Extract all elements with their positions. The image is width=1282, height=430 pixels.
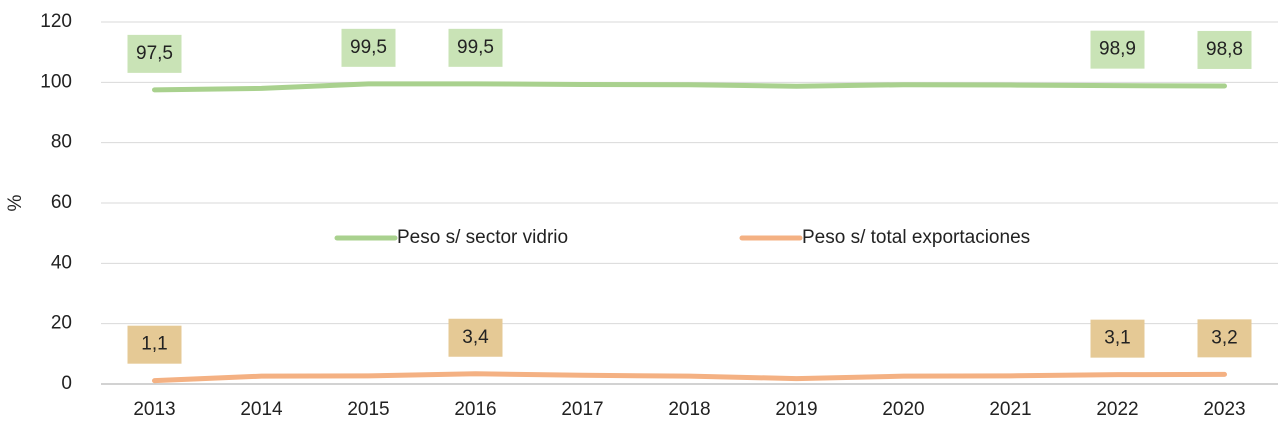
y-tick-label: 0 [61, 373, 72, 394]
y-tick-label: 100 [40, 71, 72, 92]
data-label: 99,5 [457, 37, 494, 58]
data-label-box [1090, 319, 1145, 358]
x-tick-label: 2022 [1096, 399, 1138, 420]
data-label: 3,2 [1211, 327, 1237, 348]
data-label-box [1197, 30, 1252, 69]
data-label-box [1090, 30, 1145, 69]
data-label-box [341, 28, 396, 67]
y-tick-label: 120 [40, 11, 72, 32]
x-tick-label: 2019 [775, 399, 817, 420]
data-label: 98,9 [1099, 39, 1136, 60]
x-tick-label: 2021 [989, 399, 1031, 420]
legend-label: Peso s/ sector vidrio [397, 227, 568, 248]
y-tick-label: 20 [51, 313, 72, 334]
legend-label: Peso s/ total exportaciones [802, 227, 1030, 248]
y-tick-label: 60 [51, 192, 72, 213]
x-tick-label: 2016 [454, 399, 496, 420]
data-label: 97,5 [136, 43, 173, 64]
data-label: 3,4 [462, 327, 489, 348]
y-axis-label: % [5, 194, 26, 211]
x-tick-label: 2014 [240, 399, 283, 420]
data-label-box [127, 325, 182, 364]
data-label-box [448, 318, 503, 357]
data-label: 98,8 [1206, 39, 1243, 60]
data-label: 3,1 [1104, 328, 1130, 349]
series-line [152, 371, 1227, 384]
x-tick-label: 2013 [133, 399, 175, 420]
y-tick-label: 80 [51, 132, 72, 153]
x-tick-label: 2020 [882, 399, 924, 420]
data-label: 1,1 [141, 334, 167, 355]
x-tick-label: 2017 [561, 399, 603, 420]
series-line [152, 81, 1227, 93]
data-label-box [1197, 319, 1252, 358]
x-tick-label: 2023 [1203, 399, 1245, 420]
data-label-box [448, 28, 503, 67]
data-label: 99,5 [350, 37, 387, 58]
x-tick-label: 2018 [668, 399, 710, 420]
data-label-box [127, 34, 182, 73]
x-tick-label: 2015 [347, 399, 389, 420]
y-tick-label: 40 [51, 252, 72, 273]
